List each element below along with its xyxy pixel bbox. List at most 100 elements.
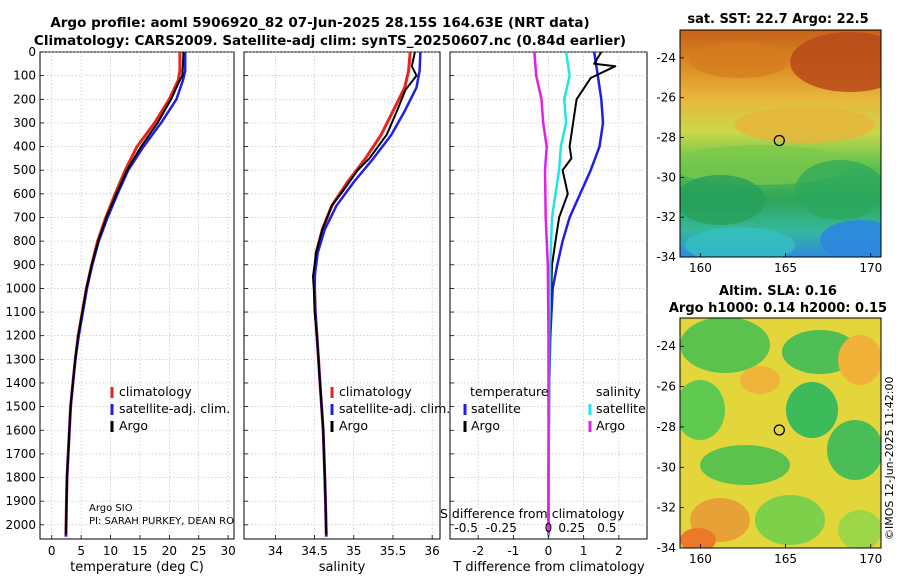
depth-tick-label: 1100: [5, 305, 36, 319]
sla-map-title-line1: Altim. SLA: 0.16: [719, 284, 837, 299]
legend-label: satellite: [596, 401, 646, 416]
depth-tick-label: 700: [13, 210, 36, 224]
salinity-gridlines: [244, 51, 440, 539]
sla-field: [680, 318, 881, 548]
depth-tick-label: 500: [13, 163, 36, 177]
lat-tick-label: -26: [656, 91, 676, 105]
figure-title-line2: Climatology: CARS2009. Satellite-adj cli…: [34, 33, 626, 49]
x-tick-label: 10: [103, 544, 118, 558]
salinity-panel: 34 34.5 35 35.5 36 salinity climatology satel…: [243, 51, 450, 575]
lat-tick-label: -24: [656, 339, 676, 353]
depth-tick-label: 1600: [5, 423, 36, 437]
legend-label: climatology: [339, 384, 412, 399]
depth-tick-label: 200: [13, 92, 36, 106]
legend-label: climatology: [119, 384, 192, 399]
legend-label: satellite: [471, 401, 521, 416]
temperature-axes-frame: [39, 51, 235, 540]
lat-tick-label: -30: [656, 170, 676, 184]
s-difference-axis-label: S difference from climatology: [440, 506, 625, 521]
temperature-series: [64, 52, 187, 537]
depth-tick-label: 1200: [5, 329, 36, 343]
depth-tick-labels: 0 100 200 300 400 500 600 700 800 900 1000 1100 1200…: [5, 45, 36, 532]
difference-xlabel: T difference from climatology: [452, 560, 645, 575]
depth-tick-label: 400: [13, 140, 36, 154]
figure-title-line1: Argo profile: aoml 5906920_82 07-Jun-202…: [50, 15, 589, 31]
legend-label: satellite-adj. clim.: [339, 401, 450, 416]
depth-tick-label: 100: [13, 69, 36, 83]
salinity-legend: climatology satellite-adj. clim. Argo: [330, 384, 450, 433]
s-difference-tick-label: 0.25: [558, 521, 585, 535]
lat-tick-label: -34: [656, 250, 676, 264]
s-difference-tick-label: -0.25: [486, 521, 517, 535]
x-tick-label: 30: [220, 544, 235, 558]
lat-tick-label: -28: [656, 420, 676, 434]
temperature-ticks: 0 5 10 15 20 25 30: [40, 51, 236, 558]
x-tick-label: 5: [77, 544, 85, 558]
temperature-legend: climatology satellite-adj. clim. Argo: [110, 384, 230, 433]
s-difference-tick-labels: -0.5 -0.25 0 0.25 0.5: [454, 521, 616, 535]
difference-panel: -2 -1 0 1 2 S difference from climatology -0…: [440, 51, 648, 575]
depth-tick-label: 1900: [5, 494, 36, 508]
lat-tick-label: -34: [656, 541, 676, 555]
x-tick-label: 1: [580, 544, 588, 558]
depth-tick-label: 800: [13, 234, 36, 248]
legend-label: Argo: [339, 418, 368, 433]
difference-series: [533, 52, 617, 537]
legend-label: Argo: [471, 418, 500, 433]
x-tick-label: 0: [48, 544, 56, 558]
x-tick-label: 2: [615, 544, 623, 558]
depth-tick-label: 0: [28, 45, 36, 59]
legend-label: Argo: [596, 418, 625, 433]
temperature-panel: 0 5 10 15 20 25 30 0 100 200 300 400 500 600 700 800 90…: [5, 45, 235, 575]
sst-profile-location-marker: [773, 134, 785, 147]
difference-ticks: -2 -1 0 1 2: [450, 51, 623, 558]
depth-tick-label: 1400: [5, 376, 36, 390]
x-tick-label: 0: [545, 544, 553, 558]
depth-tick-label: 1700: [5, 447, 36, 461]
legend-group-heading: salinity: [596, 384, 641, 399]
lon-tick-label: 160: [689, 552, 712, 566]
lat-tick-label: -30: [656, 460, 676, 474]
x-tick-label: 35: [346, 544, 361, 558]
sst-map-ticks: 160 165 170 -24 -26 -28 -30 -32 -34: [656, 51, 882, 275]
salinity-series: [312, 52, 422, 537]
temperature-xlabel: temperature (deg C): [70, 560, 204, 575]
salinity-xlabel: salinity: [319, 560, 366, 575]
series-line-argo: [64, 52, 185, 535]
x-tick-label: 20: [162, 544, 177, 558]
credit-label: Argo SIO: [89, 503, 133, 514]
sst-map: sat. SST: 22.7 Argo: 22.5 160 165 170 -24 -2…: [656, 12, 882, 275]
pi-label: PI: SARAH PURKEY, DEAN RO: [89, 516, 234, 527]
depth-tick-label: 1300: [5, 352, 36, 366]
sst-field: [680, 30, 881, 257]
depth-tick-label: 1500: [5, 400, 36, 414]
legend-group-heading: temperature: [470, 384, 549, 399]
legend-label: Argo: [119, 418, 148, 433]
depth-tick-label: 2000: [5, 518, 36, 532]
salinity-ticks: 34 34.5 35 35.5 36: [244, 51, 440, 558]
x-tick-label: 15: [132, 544, 147, 558]
legend-label: satellite-adj. clim.: [119, 401, 230, 416]
salinity-axes-frame: [243, 51, 441, 540]
s-difference-tick-label: 0.5: [597, 521, 616, 535]
difference-legend: temperature satellite Argo salinity satellit…: [463, 384, 646, 433]
depth-tick-label: 1800: [5, 471, 36, 485]
sla-map-ticks: 160 165 170 -24 -26 -28 -30 -32 -34: [656, 339, 882, 566]
series-line-salinity-satellite: [547, 52, 571, 537]
lat-tick-label: -26: [656, 380, 676, 394]
depth-tick-label: 900: [13, 258, 36, 272]
depth-tick-label: 600: [13, 187, 36, 201]
sst-map-title: sat. SST: 22.7 Argo: 22.5: [687, 12, 868, 27]
series-line-argo: [312, 52, 418, 535]
x-tick-label: -2: [472, 544, 484, 558]
sla-map-title-line2: Argo h1000: 0.14 h2000: 0.15: [669, 301, 887, 316]
depth-tick-label: 300: [13, 116, 36, 130]
series-line-salinity-argo: [533, 52, 550, 535]
temperature-gridlines: [40, 51, 234, 539]
x-tick-label: 36: [425, 544, 440, 558]
x-tick-label: 34.5: [301, 544, 328, 558]
lon-tick-label: 165: [774, 261, 797, 275]
imos-timestamp: ©IMOS 12-Jun-2025 11:42:00: [883, 376, 896, 540]
x-tick-label: -1: [507, 544, 519, 558]
